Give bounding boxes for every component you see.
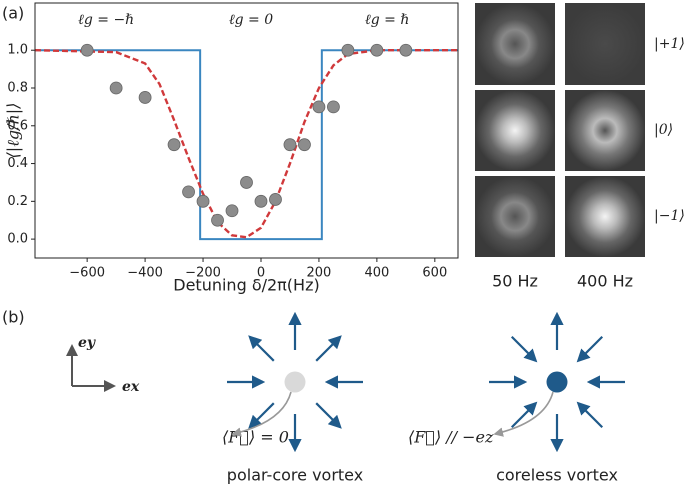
x-tick-label: 400 — [364, 266, 389, 281]
vector-arrow — [576, 401, 604, 429]
frame-label: ey — [78, 335, 96, 351]
data-point — [138, 91, 152, 104]
vector-arrow — [315, 335, 342, 362]
pointer-arrow — [231, 391, 292, 437]
row-label: |+1⟩ — [654, 36, 685, 52]
data-point — [283, 138, 297, 152]
data-point — [298, 138, 311, 152]
vector-arrow — [510, 335, 538, 363]
y-tick-label: 0.4 — [7, 156, 28, 171]
spin-label: ⟨F⃗⟩ = 0 — [222, 428, 289, 447]
data-point — [341, 43, 355, 57]
data-point — [196, 194, 210, 208]
vortex-name: polar-core vortex — [227, 466, 363, 485]
vector-arrow — [315, 402, 342, 429]
data-point — [80, 43, 94, 57]
vector-arrow — [248, 402, 275, 429]
core — [546, 371, 568, 393]
image-tile — [565, 90, 645, 171]
data-point — [240, 176, 253, 189]
y-axis-label: ⟨|ℓg/ℏ|⟩ — [4, 103, 23, 159]
plot-frame — [34, 2, 459, 259]
x-tick-label: 200 — [307, 266, 332, 281]
data-point — [269, 193, 282, 206]
annotation: ℓg = −ℏ — [78, 12, 134, 28]
data-point — [211, 213, 224, 227]
y-tick-label: 0.8 — [7, 81, 28, 96]
image-tile — [475, 176, 555, 257]
frame-label: ex — [122, 379, 140, 395]
vector-arrow — [248, 335, 275, 362]
x-tick-label: 600 — [422, 266, 447, 281]
image-tile — [565, 176, 645, 257]
data-point — [327, 100, 340, 114]
image-tile — [475, 3, 555, 85]
core — [284, 371, 306, 393]
data-point — [225, 204, 239, 218]
y-tick-label: 0.2 — [7, 194, 28, 209]
vortex-name: coreless vortex — [496, 466, 618, 485]
y-tick-label: 1.0 — [7, 43, 28, 58]
panel-label: (b) — [2, 308, 25, 327]
vector-arrow — [510, 401, 538, 429]
column-label: 50 Hz — [492, 272, 538, 291]
annotation: ℓg = 0 — [229, 12, 273, 28]
image-tile — [475, 90, 555, 171]
x-tick-label: 0 — [257, 266, 265, 281]
vortex-diagrams — [227, 311, 625, 453]
data-point — [370, 43, 384, 57]
data-point — [254, 194, 268, 208]
row-label: |−1⟩ — [654, 208, 685, 224]
x-tick-label: −400 — [127, 266, 163, 281]
x-tick-label: −200 — [185, 266, 221, 281]
y-tick-label: 0.6 — [7, 118, 28, 133]
image-tile — [565, 3, 645, 85]
image-grid — [475, 3, 645, 257]
chart: 0.0 0.2 0.4 0.6 0.8 1.0 −600 −400 −200 0 200 400 600… — [4, 2, 459, 295]
panel-label: (a) — [2, 4, 24, 23]
step-line — [35, 49, 458, 241]
y-tick-label: 0.0 — [7, 232, 28, 247]
data-point — [109, 81, 123, 95]
x-tick-label: −600 — [69, 266, 105, 281]
frame-axes — [66, 344, 116, 392]
x-axis-label: Detuning δ/2π(Hz) — [173, 276, 319, 295]
row-label: |0⟩ — [654, 122, 673, 138]
spin-label: ⟨F⃗⟩ // −ez — [408, 428, 494, 447]
fit-curve — [34, 49, 458, 239]
data-point — [312, 100, 326, 114]
vector-arrow — [576, 335, 604, 363]
pointer-arrow — [493, 391, 554, 437]
data-point — [399, 43, 413, 57]
column-label: 400 Hz — [577, 272, 633, 291]
data-point — [167, 138, 181, 152]
annotation: ℓg = ℏ — [365, 12, 409, 28]
data-point — [182, 185, 195, 199]
